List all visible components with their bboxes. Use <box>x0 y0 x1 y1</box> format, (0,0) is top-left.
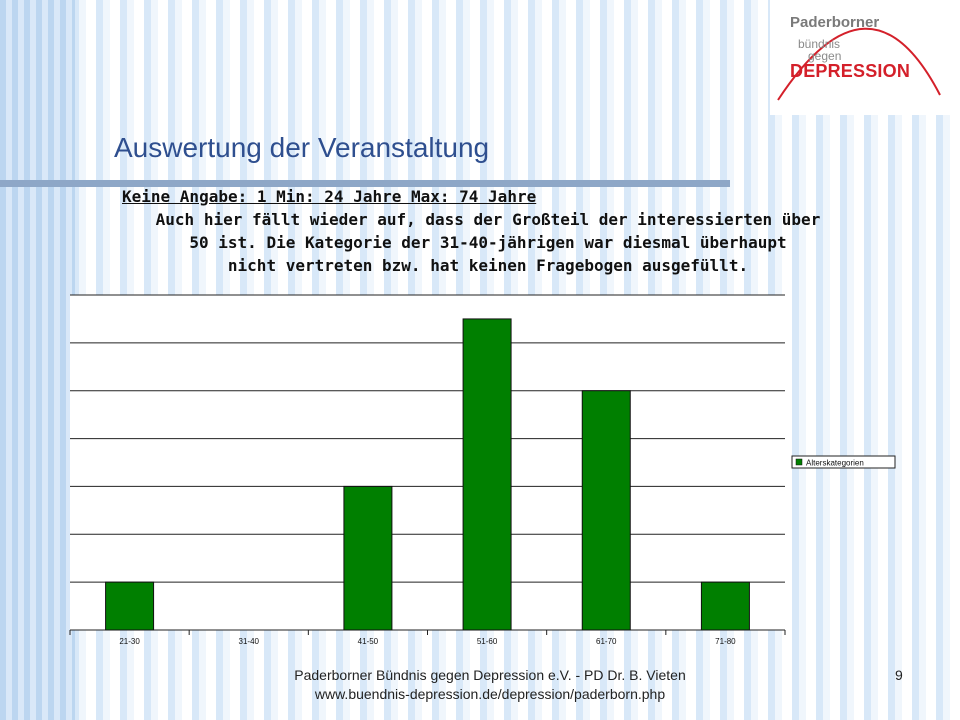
logo-text-depression: DEPRESSION <box>790 61 911 81</box>
logo-text-gegen: gegen <box>808 49 842 63</box>
footer-url[interactable]: www.buendnis-depression.de/depression/pa… <box>314 686 666 702</box>
plot-area <box>70 295 785 630</box>
logo-text-buendnis: bündnis <box>798 37 841 51</box>
x-tick-label: 61-70 <box>596 637 617 646</box>
x-tick-label: 41-50 <box>358 637 379 646</box>
logo: Paderborner bündnis gegen DEPRESSION <box>770 0 960 115</box>
legend-swatch <box>795 458 803 466</box>
body-line-2: 50 ist. Die Kategorie der 31-40-jährigen… <box>189 233 787 252</box>
title-underline-bar <box>0 180 730 187</box>
x-tick-label: 21-30 <box>119 637 140 646</box>
logo-text-paderborner: Paderborner <box>790 14 880 31</box>
x-tick-label: 71-80 <box>715 637 736 646</box>
logo-arc-graphic <box>777 27 941 101</box>
legend-label: Alterskategorien <box>806 459 864 468</box>
bar <box>105 581 155 631</box>
slide-title: Auswertung der Veranstaltung <box>114 132 490 163</box>
body-text: Auch hier fällt wieder auf, dass der Gro… <box>110 208 866 277</box>
body-line-1: Auch hier fällt wieder auf, dass der Gro… <box>155 210 821 229</box>
footer-author-line: Paderborner Bündnis gegen Depression e.V… <box>294 667 686 683</box>
bar <box>343 485 393 631</box>
body-line-3: nicht vertreten bzw. hat keinen Fragebog… <box>227 256 749 275</box>
left-stripe-band <box>0 0 75 720</box>
legend-box <box>791 455 896 469</box>
page-number: 9 <box>895 667 903 683</box>
bar <box>462 318 512 631</box>
bar <box>581 390 631 631</box>
x-tick-label: 51-60 <box>477 637 498 646</box>
x-tick-label: 31-40 <box>239 637 260 646</box>
stats-line: Keine Angabe: 1 Min: 24 Jahre Max: 74 Ja… <box>122 187 537 206</box>
bar <box>700 581 750 631</box>
